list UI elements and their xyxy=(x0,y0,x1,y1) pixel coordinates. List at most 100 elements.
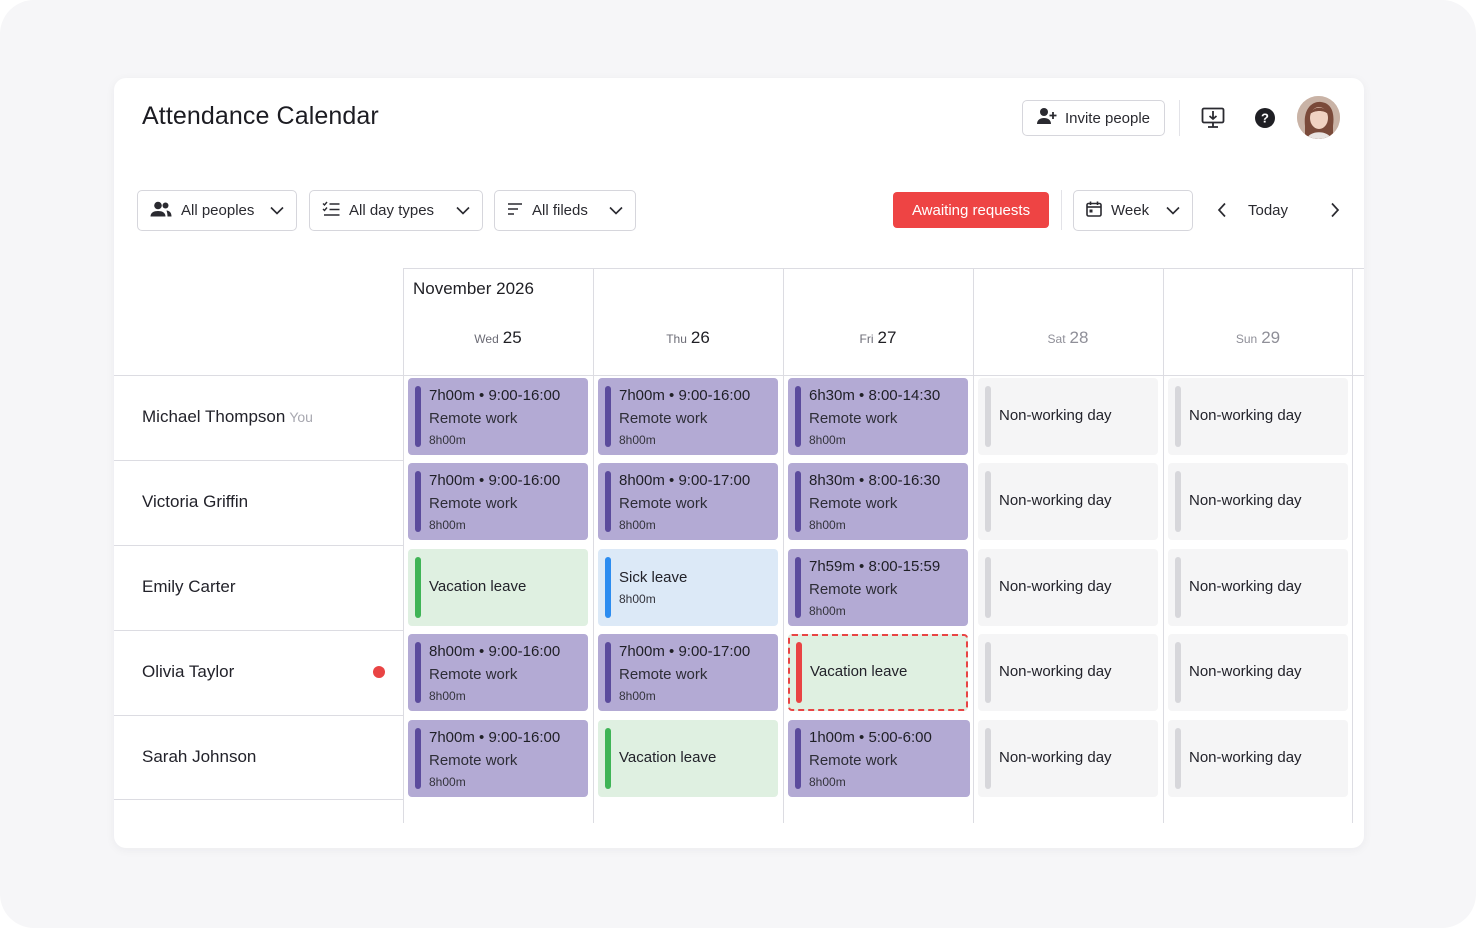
non-working-day-cell[interactable]: Non-working day xyxy=(1168,634,1348,711)
day-header-sun: Sun 29 xyxy=(1163,328,1353,348)
entry-type-label: Remote work xyxy=(619,666,708,683)
non-working-day-cell[interactable]: Non-working day xyxy=(978,378,1158,455)
entry-color-bar xyxy=(1175,557,1181,618)
non-working-day-cell[interactable]: Non-working day xyxy=(1168,549,1348,626)
entry-duration-time: 7h00m • 9:00-16:00 xyxy=(429,387,561,404)
entry-color-bar xyxy=(1175,642,1181,703)
sick-leave-entry[interactable]: Sick leave 8h00m xyxy=(598,549,778,626)
remote-work-entry[interactable]: 7h00m • 9:00-16:00 Remote work 8h00m xyxy=(408,463,588,540)
row-separator xyxy=(114,630,403,631)
remote-work-entry[interactable]: 7h00m • 9:00-16:00 Remote work 8h00m xyxy=(408,378,588,455)
remote-work-entry[interactable]: 8h00m • 9:00-16:00 Remote work 8h00m xyxy=(408,634,588,711)
entry-color-bar xyxy=(605,471,611,532)
chevron-left-icon[interactable] xyxy=(1210,198,1234,222)
remote-work-entry[interactable]: 7h00m • 9:00-16:00 Remote work 8h00m xyxy=(598,378,778,455)
person-name: Victoria Griffin xyxy=(142,492,249,511)
entry-duration-time: 7h00m • 9:00-17:00 xyxy=(619,643,751,660)
non-working-day-cell[interactable]: Non-working day xyxy=(978,549,1158,626)
awaiting-requests-button[interactable]: Awaiting requests xyxy=(893,192,1049,228)
row-separator xyxy=(114,715,403,716)
entry-color-bar xyxy=(985,728,991,789)
invite-people-button[interactable]: Invite people xyxy=(1022,100,1165,136)
entry-color-bar xyxy=(795,557,801,618)
row-separator xyxy=(114,799,403,800)
user-avatar[interactable] xyxy=(1297,96,1340,139)
month-label: November 2026 xyxy=(413,279,534,298)
remote-work-entry[interactable]: 7h59m • 8:00-15:59 Remote work 8h00m xyxy=(788,549,968,626)
people-filter-dropdown[interactable]: All peoples xyxy=(137,190,297,231)
entry-duration-time: 7h00m • 9:00-16:00 xyxy=(429,729,561,746)
pending-vacation-request[interactable]: Vacation leave xyxy=(788,634,968,711)
remote-work-entry[interactable]: 6h30m • 8:00-14:30 Remote work 8h00m xyxy=(788,378,968,455)
grid-header-line xyxy=(114,375,1364,376)
chevron-down-icon xyxy=(1166,202,1180,219)
grid-col-line xyxy=(973,268,974,823)
person-row-victoria-griffin[interactable]: Victoria Griffin xyxy=(142,492,248,512)
entry-type-label: Non-working day xyxy=(999,663,1112,680)
person-name: Sarah Johnson xyxy=(142,747,257,766)
day-name: Fri xyxy=(859,332,874,346)
remote-work-entry[interactable]: 7h00m • 9:00-17:00 Remote work 8h00m xyxy=(598,634,778,711)
entry-color-bar xyxy=(985,471,991,532)
entry-color-bar xyxy=(605,386,611,447)
entry-color-bar xyxy=(795,728,801,789)
non-working-day-cell[interactable]: Non-working day xyxy=(978,720,1158,797)
remote-work-entry[interactable]: 8h00m • 9:00-17:00 Remote work 8h00m xyxy=(598,463,778,540)
entry-color-bar xyxy=(605,557,611,618)
checklist-icon xyxy=(322,201,340,221)
help-circle-icon[interactable]: ? xyxy=(1252,105,1278,131)
person-row-sarah-johnson[interactable]: Sarah Johnson xyxy=(142,747,256,767)
non-working-day-cell[interactable]: Non-working day xyxy=(978,634,1158,711)
person-row-olivia-taylor[interactable]: Olivia Taylor xyxy=(142,662,234,682)
entry-color-bar xyxy=(1175,386,1181,447)
remote-work-entry[interactable]: 1h00m • 5:00-6:00 Remote work 8h00m xyxy=(788,720,970,797)
day-number: 27 xyxy=(877,328,897,347)
entry-expected-hours: 8h00m xyxy=(619,518,656,532)
today-button[interactable]: Today xyxy=(1248,202,1289,219)
entry-type-label: Remote work xyxy=(809,581,898,598)
remote-work-entry[interactable]: 8h30m • 8:00-16:30 Remote work 8h00m xyxy=(788,463,968,540)
entry-type-label: Non-working day xyxy=(999,492,1112,509)
day-number: 28 xyxy=(1069,328,1089,347)
entry-color-bar xyxy=(795,471,801,532)
entry-expected-hours: 8h00m xyxy=(619,433,656,447)
view-dropdown[interactable]: Week xyxy=(1073,190,1193,231)
non-working-day-cell[interactable]: Non-working day xyxy=(1168,378,1348,455)
entry-color-bar xyxy=(415,471,421,532)
entry-type-label: Non-working day xyxy=(1189,407,1302,424)
entry-duration-time: 1h00m • 5:00-6:00 xyxy=(809,729,932,746)
entry-color-bar xyxy=(795,386,801,447)
day-types-filter-dropdown[interactable]: All day types xyxy=(309,190,483,231)
entry-expected-hours: 8h00m xyxy=(619,689,656,703)
entry-type-label: Remote work xyxy=(619,410,708,427)
grid-col-line xyxy=(593,268,594,823)
non-working-day-cell[interactable]: Non-working day xyxy=(978,463,1158,540)
entry-color-bar xyxy=(985,386,991,447)
entry-type-label: Non-working day xyxy=(1189,749,1302,766)
entry-expected-hours: 8h00m xyxy=(619,592,656,606)
vacation-leave-entry[interactable]: Vacation leave xyxy=(598,720,778,797)
monitor-download-icon[interactable] xyxy=(1200,105,1226,131)
fields-filter-dropdown[interactable]: All fileds xyxy=(494,190,636,231)
remote-work-entry[interactable]: 7h00m • 9:00-16:00 Remote work 8h00m xyxy=(408,720,588,797)
chevron-right-icon[interactable] xyxy=(1323,198,1347,222)
non-working-day-cell[interactable]: Non-working day xyxy=(1168,720,1348,797)
page-title: Attendance Calendar xyxy=(142,102,379,130)
person-row-michael-thompson[interactable]: Michael Thompson You xyxy=(142,407,313,427)
non-working-day-cell[interactable]: Non-working day xyxy=(1168,463,1348,540)
vacation-leave-entry[interactable]: Vacation leave xyxy=(408,549,588,626)
entry-expected-hours: 8h00m xyxy=(809,433,846,447)
entry-type-label: Remote work xyxy=(809,752,898,769)
day-number: 26 xyxy=(690,328,710,347)
entry-type-label: Remote work xyxy=(429,495,518,512)
entry-type-label: Remote work xyxy=(809,495,898,512)
entry-color-bar xyxy=(415,557,421,618)
entry-color-bar xyxy=(415,642,421,703)
view-label: Week xyxy=(1111,202,1150,219)
row-separator xyxy=(114,460,403,461)
person-name: Michael Thompson xyxy=(142,407,286,426)
you-tag: You xyxy=(289,409,313,425)
entry-type-label: Remote work xyxy=(429,752,518,769)
day-name: Sun xyxy=(1235,332,1258,346)
person-row-emily-carter[interactable]: Emily Carter xyxy=(142,577,236,597)
